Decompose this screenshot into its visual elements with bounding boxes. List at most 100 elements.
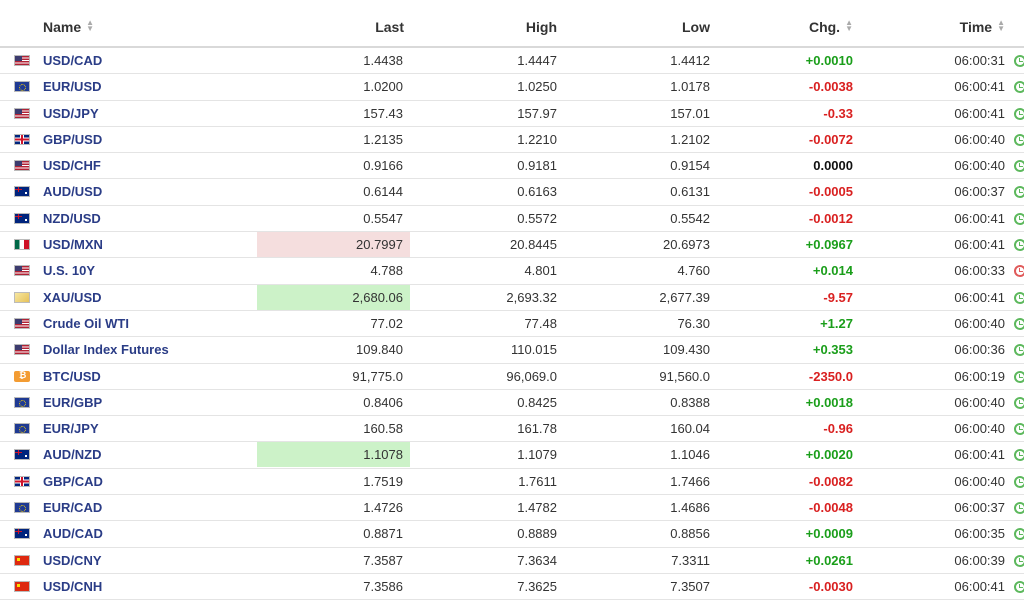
instrument-link[interactable]: AUD/CAD xyxy=(43,526,103,542)
instrument-link[interactable]: GBP/CAD xyxy=(43,473,103,489)
flag-icon xyxy=(14,317,30,329)
flag-icon xyxy=(14,160,30,172)
instrument-link[interactable]: U.S. 10Y xyxy=(43,263,96,279)
table-row[interactable]: NZD/USD 0.5547 0.5572 0.5542 -0.0012 06:00:41 xyxy=(0,206,1024,233)
header-chg[interactable]: Chg. ▲ ▼ xyxy=(700,18,853,36)
last-value: 0.8871 xyxy=(363,526,403,542)
table-row[interactable]: USD/CNY 7.3587 7.3634 7.3311 +0.0261 06:00:39 xyxy=(0,548,1024,574)
change-value: 0.0000 xyxy=(813,158,853,174)
table-row[interactable]: Crude Oil WTI 77.02 77.48 76.30 +1.27 06:00:4… xyxy=(0,311,1024,338)
time-value: 06:00:41 xyxy=(954,105,1005,121)
high-value: 1.7611 xyxy=(518,473,557,489)
instrument-link[interactable]: EUR/GBP xyxy=(43,394,103,410)
last-value: 1.4726 xyxy=(363,500,403,516)
high-value: 1.2210 xyxy=(517,131,557,147)
high-value: 1.4447 xyxy=(517,53,557,68)
instrument-link[interactable]: USD/CNH xyxy=(43,578,103,594)
instrument-link[interactable]: USD/CNY xyxy=(43,552,102,568)
change-value: +0.014 xyxy=(812,263,853,279)
change-value: +0.0009 xyxy=(805,526,853,542)
last-value: 0.8406 xyxy=(363,394,403,410)
table-row[interactable]: GBP/USD 1.2135 1.2210 1.2102 -0.0072 06:00:40 xyxy=(0,127,1024,154)
instrument-link[interactable]: EUR/JPY xyxy=(43,421,99,437)
time-value: 06:00:40 xyxy=(954,131,1005,147)
table-row[interactable]: EUR/CAD 1.4726 1.4782 1.4686 -0.0048 06:00:37 xyxy=(0,495,1024,522)
header-time[interactable]: Time ▲ ▼ xyxy=(860,18,1005,36)
instrument-link[interactable]: Dollar Index Futures xyxy=(43,342,169,358)
low-value: 0.8388 xyxy=(670,394,710,410)
low-value: 160.04 xyxy=(670,421,710,437)
flag-icon xyxy=(14,396,30,408)
last-value: 91,775.0 xyxy=(352,368,403,384)
last-value: 1.0200 xyxy=(363,79,403,95)
low-value: 7.3507 xyxy=(670,578,710,594)
sort-icon[interactable]: ▲ ▼ xyxy=(86,18,95,33)
table-row[interactable]: GBP/CAD 1.7519 1.7611 1.7466 -0.0082 06:00:40 xyxy=(0,469,1024,496)
clock-icon xyxy=(1014,449,1024,462)
low-value: 20.6973 xyxy=(663,237,710,253)
table-row[interactable]: AUD/NZD 1.1078 1.1079 1.1046 +0.0020 06:00:41 xyxy=(0,442,1024,469)
high-value: 157.97 xyxy=(517,105,557,121)
time-value: 06:00:40 xyxy=(954,421,1005,437)
instrument-link[interactable]: EUR/USD xyxy=(43,79,102,95)
instrument-link[interactable]: Crude Oil WTI xyxy=(43,315,129,331)
table-row[interactable]: EUR/GBP 0.8406 0.8425 0.8388 +0.0018 06:00:40 xyxy=(0,390,1024,417)
instrument-link[interactable]: BTC/USD xyxy=(43,368,101,384)
table-row[interactable]: AUD/CAD 0.8871 0.8889 0.8856 +0.0009 06:00:35 xyxy=(0,521,1024,548)
table-row[interactable]: BTC/USD 91,775.0 96,069.0 91,560.0 -2350.0 06… xyxy=(0,364,1024,390)
instrument-link[interactable]: AUD/USD xyxy=(43,184,103,200)
table-row[interactable]: USD/CNH 7.3586 7.3625 7.3507 -0.0030 06:00:41 xyxy=(0,574,1024,600)
table-row[interactable]: USD/CAD 1.4438 1.4447 1.4412 +0.0010 06:00:31 xyxy=(0,48,1024,75)
table-row[interactable]: XAU/USD 2,680.06 2,693.32 2,677.39 -9.57 06:0… xyxy=(0,284,1024,311)
table-row[interactable]: AUD/USD 0.6144 0.6163 0.6131 -0.0005 06:00:37 xyxy=(0,179,1024,206)
high-value: 1.1079 xyxy=(517,447,557,463)
clock-icon xyxy=(1014,107,1024,120)
instrument-link[interactable]: USD/CHF xyxy=(43,158,101,174)
instrument-link[interactable]: XAU/USD xyxy=(43,289,102,305)
clock-icon xyxy=(1014,265,1024,278)
change-value: -0.0048 xyxy=(808,500,853,516)
sort-icon[interactable]: ▲ ▼ xyxy=(845,18,853,33)
last-value: 1.1078 xyxy=(363,447,403,463)
flag-icon xyxy=(14,554,30,566)
high-value: 161.78 xyxy=(517,421,557,437)
last-value: 1.2135 xyxy=(363,131,403,147)
table-row[interactable]: USD/CHF 0.9166 0.9181 0.9154 0.0000 06:00:40 xyxy=(0,153,1024,180)
instrument-link[interactable]: USD/MXN xyxy=(43,237,103,253)
time-value: 06:00:41 xyxy=(954,289,1005,305)
table-body: USD/CAD 1.4438 1.4447 1.4412 +0.0010 06:00:31… xyxy=(0,48,1024,600)
high-value: 4.801 xyxy=(524,263,557,279)
table-row[interactable]: USD/JPY 157.43 157.97 157.01 -0.33 06:00:41 xyxy=(0,101,1024,127)
instrument-link[interactable]: NZD/USD xyxy=(43,210,101,226)
instrument-link[interactable]: USD/JPY xyxy=(43,105,99,121)
low-value: 0.9154 xyxy=(670,158,710,174)
instrument-link[interactable]: USD/CAD xyxy=(43,53,103,68)
time-value: 06:00:41 xyxy=(954,237,1005,253)
high-value: 7.3625 xyxy=(517,578,557,594)
change-value: +0.0018 xyxy=(805,394,853,410)
flag-icon xyxy=(14,423,30,435)
table-row[interactable]: USD/MXN 20.7997 20.8445 20.6973 +0.0967 06:00… xyxy=(0,232,1024,259)
instrument-link[interactable]: EUR/CAD xyxy=(43,500,103,516)
low-value: 1.2102 xyxy=(670,131,710,147)
instrument-link[interactable]: AUD/NZD xyxy=(43,447,102,463)
header-name[interactable]: Name ▲ ▼ xyxy=(43,18,95,36)
change-value: +0.0010 xyxy=(805,53,853,68)
table-row[interactable]: Dollar Index Futures 109.840 110.015 109.43… xyxy=(0,337,1024,364)
clock-icon xyxy=(1014,291,1024,304)
sort-icon[interactable]: ▲ ▼ xyxy=(997,18,1005,33)
clock-icon xyxy=(1014,554,1024,567)
time-value: 06:00:39 xyxy=(954,552,1005,568)
table-row[interactable]: EUR/USD 1.0200 1.0250 1.0178 -0.0038 06:00:41 xyxy=(0,74,1024,101)
high-value: 0.6163 xyxy=(517,184,557,200)
low-value: 1.7466 xyxy=(670,473,710,489)
table-row[interactable]: U.S. 10Y 4.788 4.801 4.760 +0.014 06:00:33 xyxy=(0,258,1024,285)
time-value: 06:00:36 xyxy=(954,342,1005,358)
high-value: 20.8445 xyxy=(510,237,557,253)
time-value: 06:00:40 xyxy=(954,394,1005,410)
change-value: -0.96 xyxy=(823,421,853,437)
table-row[interactable]: EUR/JPY 160.58 161.78 160.04 -0.96 06:00:40 xyxy=(0,416,1024,443)
last-highlight xyxy=(257,442,410,468)
instrument-link[interactable]: GBP/USD xyxy=(43,131,103,147)
change-value: +0.0261 xyxy=(805,552,853,568)
